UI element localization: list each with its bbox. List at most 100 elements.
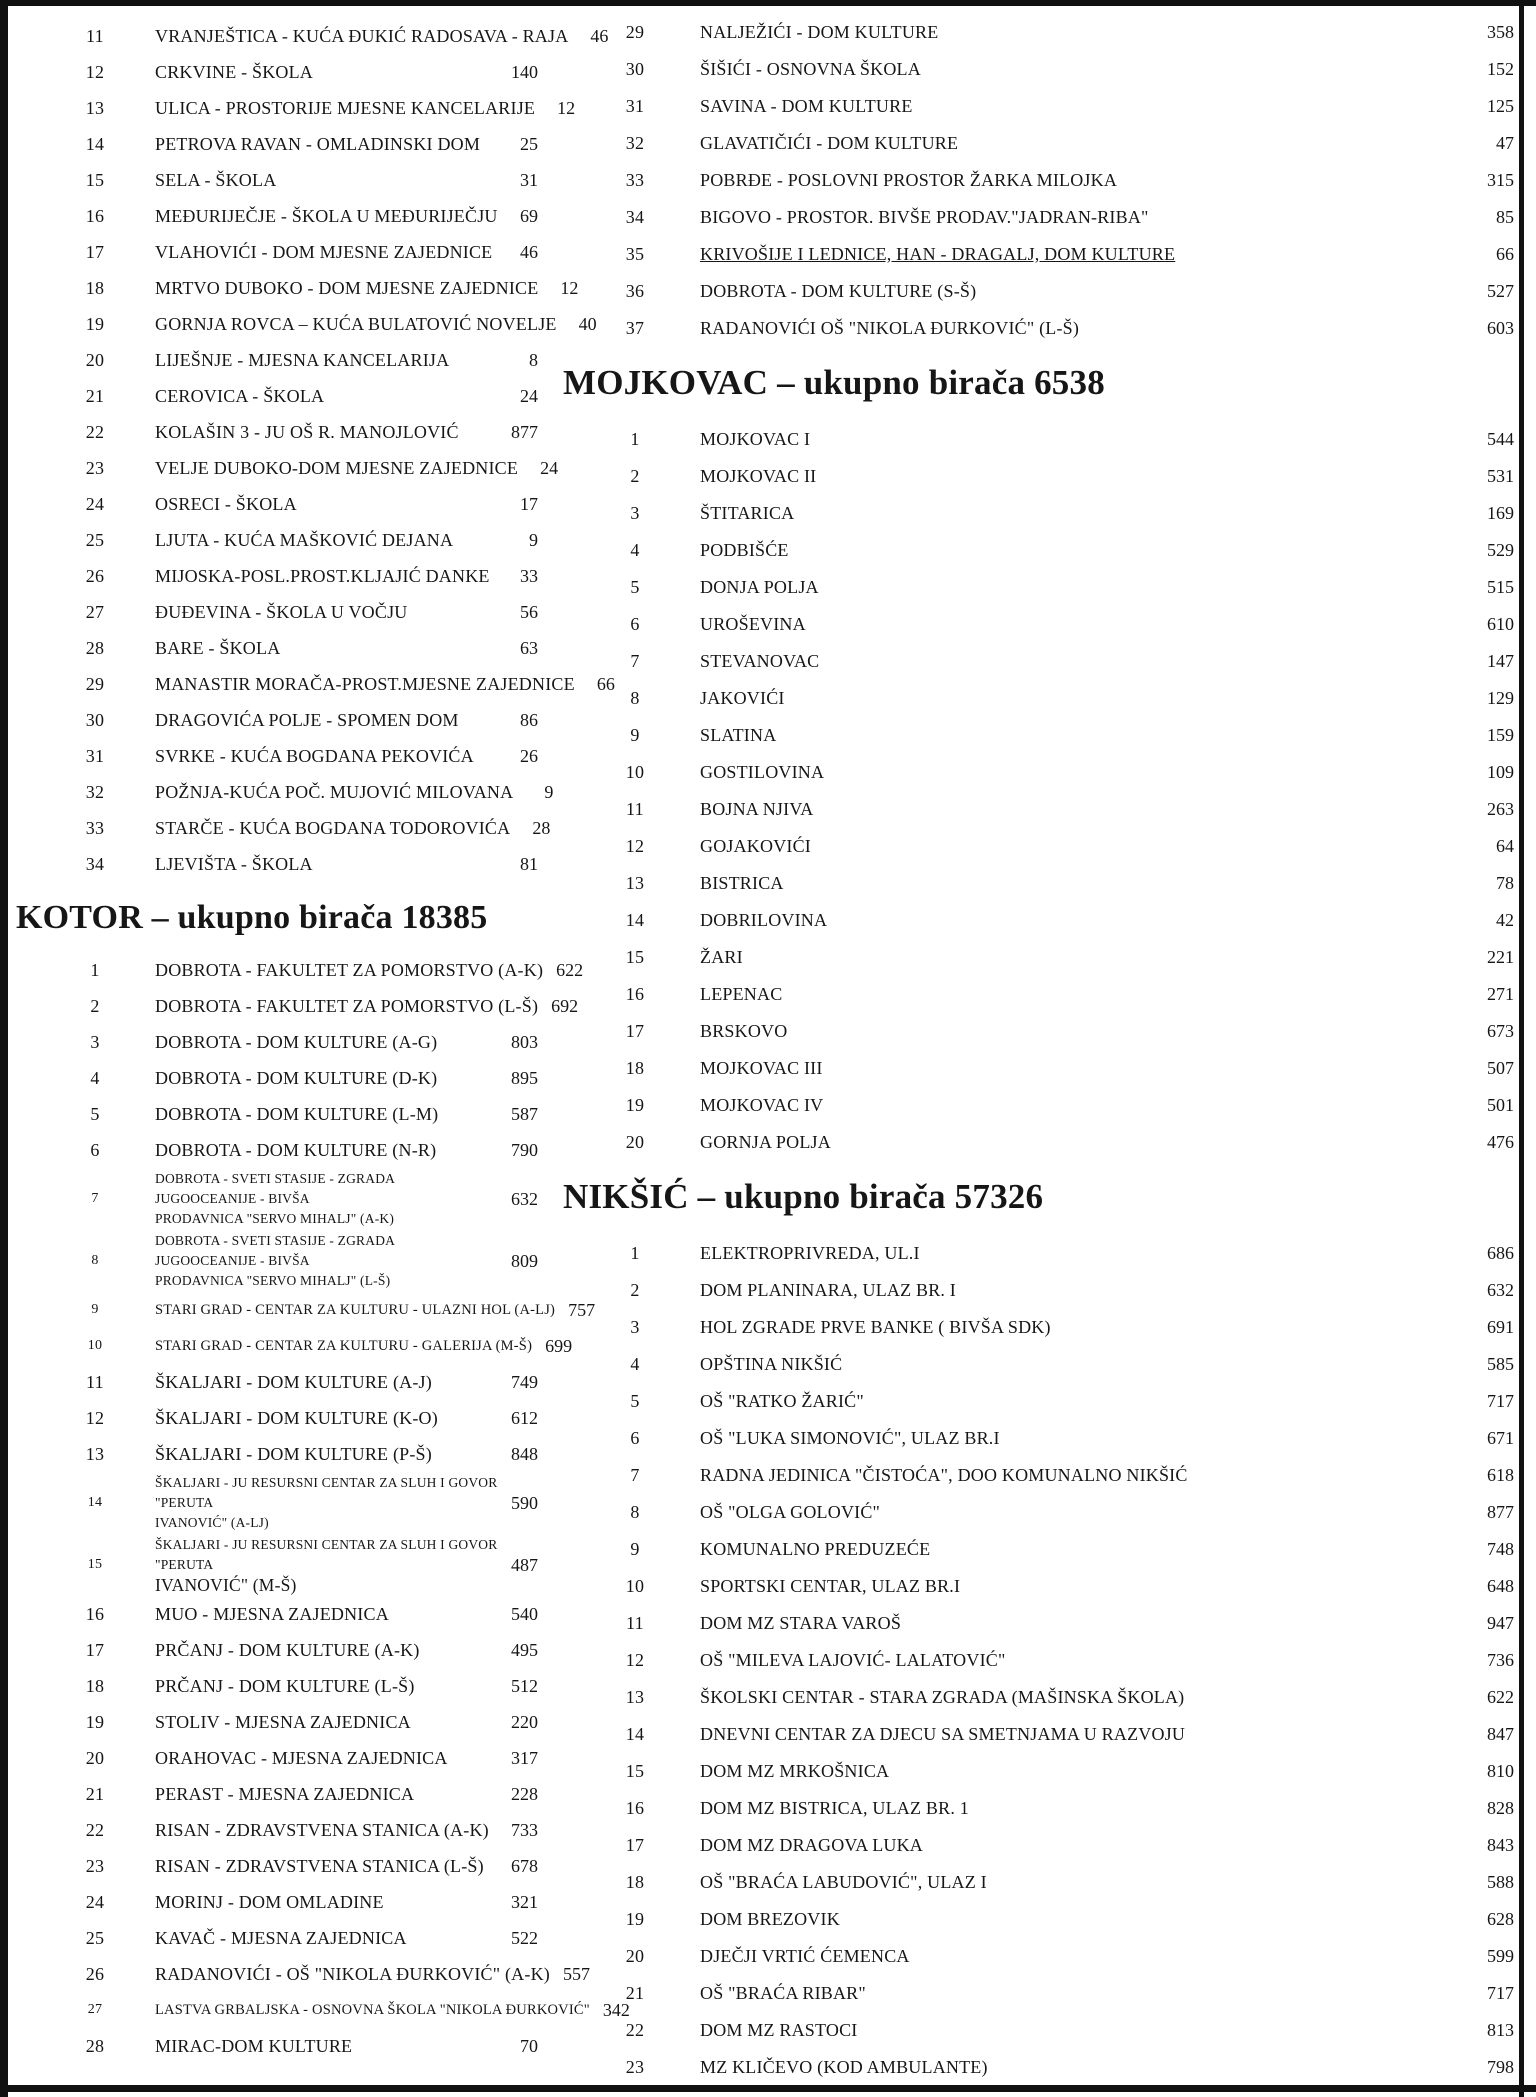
entry-number: 10 (625, 762, 645, 782)
entry-row: 18 OŠ "BRAĆA LABUDOVIĆ", ULAZ I 588 (560, 1864, 1536, 1901)
entry-number: 33 (85, 817, 105, 838)
entry-name: DOM MZ BISTRICA, ULAZ BR. 1 (700, 1798, 969, 1818)
entry-number: 8 (630, 1502, 640, 1522)
entry-number: 18 (625, 1058, 645, 1078)
entry-number: 16 (85, 205, 105, 226)
entry-row: 1 MOJKOVAC I 544 (560, 421, 1536, 458)
entry-name: VRANJEŠTICA - KUĆA ĐUKIĆ RADOSAVA - RAJA (155, 25, 569, 46)
entry-name: STOLIV - MJESNA ZAJEDNICA (155, 1711, 411, 1732)
entry-number: 25 (85, 529, 105, 550)
entry-count: 159 (1487, 725, 1514, 745)
entry-name: SELA - ŠKOLA (155, 169, 277, 190)
entry-number: 19 (85, 1711, 105, 1732)
entry-number: 34 (625, 207, 645, 227)
entry-count: 603 (1487, 318, 1514, 338)
entry-row: 12 ŠKALJARI - DOM KULTURE (K-O) 612 (0, 1400, 560, 1436)
entry-count: 24 (520, 385, 538, 406)
scan-edge-right (1519, 0, 1524, 2097)
entry-number: 11 (626, 1613, 644, 1633)
entry-row: 14 DNEVNI CENTAR ZA DJECU SA SMETNJAMA U … (560, 1716, 1536, 1753)
entry-count: 12 (560, 277, 579, 298)
entry-row: 33 POBRĐE - POSLOVNI PROSTOR ŽARKA MILOJK… (560, 162, 1536, 199)
entry-name: OŠ "BRAĆA RIBAR" (700, 1983, 866, 2003)
entry-count: 790 (511, 1139, 538, 1160)
entry-number: 9 (91, 1302, 99, 1317)
entry-count: 748 (1487, 1539, 1514, 1559)
entry-name: GORNJA ROVCA – KUĆA BULATOVIĆ NOVELJE (155, 313, 557, 334)
entry-name: MUO - MJESNA ZAJEDNICA (155, 1603, 389, 1624)
entry-name: OŠ "LUKA SIMONOVIĆ", ULAZ BR.I (700, 1428, 1000, 1448)
entry-row: 20 LIJEŠNJE - MJESNA KANCELARIJA 8 (0, 342, 560, 378)
entry-row: 22 DOM MZ RASTOCI 813 (560, 2012, 1536, 2049)
entry-name: DOBROTA - FAKULTET ZA POMORSTVO (A-K) (155, 959, 544, 980)
entry-name: KAVAČ - MJESNA ZAJEDNICA (155, 1927, 407, 1948)
entry-count: 56 (520, 601, 538, 622)
entry-count: 673 (1487, 1021, 1514, 1041)
entry-row: 24 OSRECI - ŠKOLA 17 (0, 486, 560, 522)
entry-count: 495 (511, 1639, 538, 1660)
entry-count: 947 (1487, 1613, 1514, 1633)
entry-number: 19 (85, 313, 105, 334)
entry-name: ŠIŠIĆI - OSNOVNA ŠKOLA (700, 59, 921, 79)
entry-number: 15 (87, 1557, 103, 1572)
entry-name-line2: PRODAVNICA "SERVO MIHALJ" (L-Š) (155, 1273, 391, 1288)
entry-row: 18 MRTVO DUBOKO - DOM MJESNE ZAJEDNICE 12 (0, 270, 579, 306)
entry-number: 1 (630, 429, 640, 449)
entry-number: 15 (625, 1761, 645, 1781)
entry-row: 19 GORNJA ROVCA – KUĆA BULATOVIĆ NOVELJE 4… (0, 306, 597, 342)
entry-count: 9 (544, 781, 554, 802)
entry-count: 809 (511, 1250, 538, 1271)
column-right: 29 NALJEŽIĆI - DOM KULTURE 358 30 ŠIŠIĆI - O… (560, 0, 1536, 2086)
entry-count: 632 (1487, 1280, 1514, 1300)
entry-count: 512 (511, 1675, 538, 1696)
entry-name: MOJKOVAC I (700, 429, 811, 449)
entry-count: 26 (520, 745, 538, 766)
entry-name: ŠKALJARI - JU RESURSNI CENTAR ZA SLUH I … (155, 1473, 498, 1533)
entry-row: 12 CRKVINE - ŠKOLA 140 (0, 54, 560, 90)
entry-row: 27 ĐUĐEVINA - ŠKOLA U VOČJU 56 (0, 594, 560, 630)
entry-name: RADNA JEDINICA "ČISTOĆA", DOO KOMUNALNO … (700, 1465, 1188, 1485)
entry-row: 21 OŠ "BRAĆA RIBAR" 717 (560, 1975, 1536, 2012)
entry-count: 522 (511, 1927, 538, 1948)
entry-count: 271 (1487, 984, 1514, 1004)
entry-name: RISAN - ZDRAVSTVENA STANICA (L-Š) (155, 1855, 484, 1876)
entry-row: 25 KAVAČ - MJESNA ZAJEDNICA 522 (0, 1920, 560, 1956)
entry-count: 531 (1487, 466, 1514, 486)
entry-row: 29 MANASTIR MORAČA-PROST.MJESNE ZAJEDNICE… (0, 666, 615, 702)
entry-number: 10 (87, 1338, 103, 1353)
entry-number: 7 (91, 1191, 99, 1206)
entry-number: 5 (630, 1391, 640, 1411)
entry-name: MZ KLIČEVO (KOD AMBULANTE) (700, 2057, 988, 2077)
entry-number: 30 (85, 709, 105, 730)
entry-name: LJUTA - KUĆA MAŠKOVIĆ DEJANA (155, 529, 454, 550)
entry-row: 18 MOJKOVAC III 507 (560, 1050, 1536, 1087)
entry-name: JAKOVIĆI (700, 688, 785, 708)
entry-row: 26 MIJOSKA-POSL.PROST.KLJAJIĆ DANKE 33 (0, 558, 560, 594)
entry-name: ŠKALJARI - DOM KULTURE (P-Š) (155, 1443, 432, 1464)
entry-number: 29 (625, 22, 645, 42)
entry-name: DOBROTA - SVETI STASIJE - ZGRADA JUGOOCE… (155, 1169, 498, 1229)
entry-number: 18 (85, 1675, 105, 1696)
entry-name: RADANOVIĆI - OŠ "NIKOLA ĐURKOVIĆ" (A-K) (155, 1963, 550, 1984)
entry-count: 25 (520, 133, 538, 154)
entry-name: STARČE - KUĆA BOGDANA TODOROVIĆA (155, 817, 511, 838)
entry-count: 540 (511, 1603, 538, 1624)
entry-count: 699 (545, 1335, 573, 1356)
entry-count: 42 (1496, 910, 1514, 930)
entry-count: 544 (1487, 429, 1514, 449)
scan-edge-left (0, 0, 8, 2097)
entry-number: 9 (630, 1539, 640, 1559)
entry-number: 22 (625, 2020, 645, 2040)
entry-row: 23 RISAN - ZDRAVSTVENA STANICA (L-Š) 678 (0, 1848, 560, 1884)
entry-number: 17 (85, 1639, 105, 1660)
entry-count: 140 (511, 61, 538, 82)
entry-number: 23 (85, 457, 105, 478)
entry-name: VELJE DUBOKO-DOM MJESNE ZAJEDNICE (155, 457, 519, 478)
entry-number: 2 (630, 466, 640, 486)
entry-count: 749 (511, 1371, 538, 1392)
entry-name: KRIVOŠIJE I LEDNICE, HAN - DRAGALJ, DOM … (700, 244, 1176, 264)
section-heading: KOTOR – ukupno birača 18385 (16, 899, 488, 936)
entry-name: GLAVATIČIĆI - DOM KULTURE (700, 133, 959, 153)
entry-number: 20 (85, 1747, 105, 1768)
entry-name: DOBROTA - DOM KULTURE (A-G) (155, 1031, 438, 1052)
